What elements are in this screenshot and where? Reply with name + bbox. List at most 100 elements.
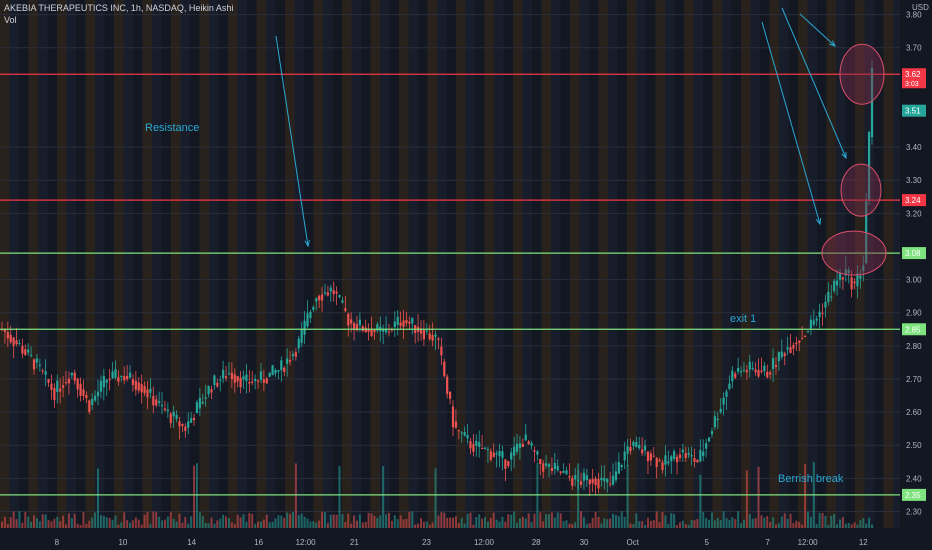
candle-body: [710, 431, 714, 435]
volume-bar: [856, 524, 859, 528]
candle-body: [675, 456, 679, 463]
volume-bar: [108, 517, 111, 528]
volume-bar: [300, 513, 303, 528]
session-band: [484, 0, 494, 528]
volume-bar: [446, 517, 449, 528]
session-band: [883, 0, 893, 528]
session-band: [19, 0, 29, 528]
volume-bar: [516, 522, 519, 528]
candle-body: [44, 371, 47, 375]
volume-bar: [172, 518, 175, 528]
session-band: [57, 0, 67, 528]
level-price-tag: [902, 488, 926, 501]
candle-body: [731, 370, 734, 382]
candle-body: [812, 320, 815, 325]
volume-bar: [1, 521, 3, 528]
y-tick-label: 2.40: [906, 474, 922, 483]
volume-bar: [91, 517, 94, 528]
candle-body: [748, 361, 751, 370]
volume-bar: [676, 524, 679, 528]
candle-body: [815, 318, 818, 321]
candle-body: [224, 376, 228, 379]
candle-body: [547, 464, 551, 467]
candle-body: [626, 446, 629, 454]
volume-bar: [847, 522, 850, 528]
candle-body: [646, 451, 650, 462]
candle-body: [155, 399, 158, 406]
volume-bar: [652, 520, 655, 528]
candle-body: [192, 418, 196, 421]
candle-body: [408, 321, 411, 324]
level-countdown-label: 3:03: [905, 81, 919, 88]
candle-body: [670, 456, 673, 462]
candle-body: [38, 364, 41, 366]
volume-bar: [533, 513, 536, 528]
candle-body: [754, 369, 757, 373]
candle-body: [160, 405, 164, 407]
volume-bar: [635, 513, 638, 528]
volume-bar: [62, 515, 65, 528]
candle-body: [789, 347, 792, 353]
volume-bar: [772, 517, 775, 528]
candle-body: [725, 391, 728, 397]
session-band: [598, 0, 608, 528]
volume-bar: [716, 517, 719, 528]
x-tick-label: 8: [55, 538, 60, 547]
volume-bar: [571, 524, 574, 528]
volume-bar: [437, 515, 440, 528]
candle-body: [24, 349, 27, 356]
volume-bar: [242, 514, 245, 528]
last-price-tag: [902, 104, 926, 117]
volume-bar: [146, 511, 149, 528]
candle-body: [472, 443, 475, 452]
volume-bar: [690, 519, 693, 528]
volume-bar: [757, 466, 760, 528]
session-band: [712, 0, 722, 528]
candle-body: [556, 465, 559, 471]
candle-body: [277, 370, 280, 372]
candle-body: [434, 334, 437, 337]
volume-bar: [754, 518, 757, 528]
session-band: [503, 0, 513, 528]
session-band: [494, 0, 504, 528]
volume-bar: [9, 517, 12, 528]
candle-body: [838, 273, 842, 280]
candle-body: [47, 379, 50, 383]
session-band: [418, 0, 428, 528]
volume-bar: [795, 520, 798, 528]
volume-bar: [12, 511, 15, 528]
x-tick-label: 12:00: [296, 538, 317, 547]
candle-body: [286, 358, 289, 364]
candle-body: [190, 418, 193, 423]
volume-bar: [111, 519, 114, 528]
session-band: [465, 0, 475, 528]
session-band: [351, 0, 361, 528]
volume-bar: [329, 515, 332, 528]
candle-body: [728, 383, 731, 390]
volume-bar: [638, 521, 641, 528]
x-tick-label: 28: [532, 538, 541, 547]
volume-bar: [140, 524, 143, 528]
volume-bar: [460, 518, 463, 528]
session-band: [380, 0, 390, 528]
candle-body: [187, 421, 190, 428]
session-band: [133, 0, 143, 528]
candle-body: [597, 479, 600, 489]
candle-body: [259, 371, 263, 380]
volume-bar: [612, 513, 615, 528]
candle-body: [713, 416, 716, 428]
session-band: [845, 0, 855, 528]
session-band: [722, 0, 732, 528]
candle-body: [763, 365, 766, 372]
volume-bar: [801, 524, 804, 528]
candle-body: [792, 344, 795, 349]
volume-bar: [789, 513, 792, 528]
candle-body: [131, 379, 135, 385]
session-band: [608, 0, 618, 528]
candle-body: [396, 316, 399, 325]
candle-body: [175, 414, 178, 419]
candle-body: [833, 280, 836, 291]
candle-body: [475, 440, 478, 446]
volume-bar: [457, 523, 460, 528]
